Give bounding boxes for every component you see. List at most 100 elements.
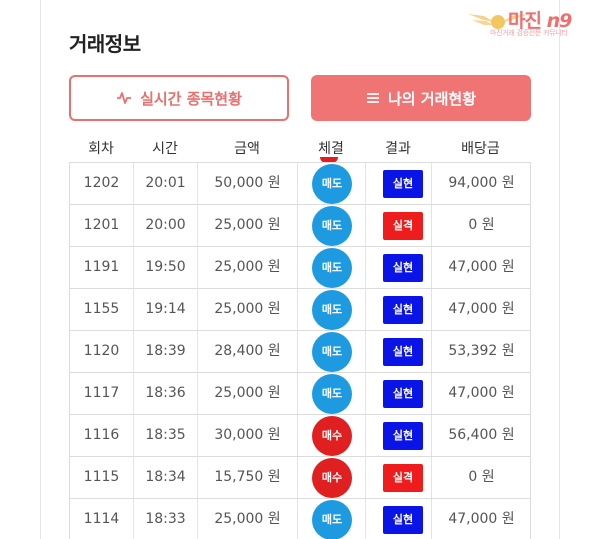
time-cell: 18:35 xyxy=(134,415,198,456)
trade-cell: 매도 xyxy=(298,163,366,204)
result-cell: 실현 xyxy=(366,415,432,456)
table-row[interactable]: 1115 18:34 15,750 원 매수 실격 0 원 xyxy=(69,457,531,499)
amount-cell: 50,000 원 xyxy=(198,163,298,204)
trade-cell: 매도 xyxy=(298,289,366,330)
trade-table: 1202 20:01 50,000 원 매도 실현 94,000 원 1201 20:00 25… xyxy=(69,162,531,539)
result-cell: 실현 xyxy=(366,373,432,414)
logo-subtitle: 마진거래 검증전문 커뮤니티 xyxy=(490,29,568,37)
header-payout: 배당금 xyxy=(461,141,500,157)
time-cell: 18:36 xyxy=(134,373,198,414)
result-badge: 실현 xyxy=(383,506,423,534)
round-cell: 1201 xyxy=(70,205,134,246)
payout-cell: 47,000 원 xyxy=(448,385,515,401)
amount-cell: 25,000 원 xyxy=(198,205,298,246)
trade-cell: 매수 xyxy=(298,457,366,498)
time-cell: 20:01 xyxy=(134,163,198,204)
trade-cell: 매도 xyxy=(298,331,366,372)
result-cell: 실현 xyxy=(366,163,432,204)
payout-cell: 53,392 원 xyxy=(448,343,515,359)
round-cell: 1115 xyxy=(70,457,134,498)
table-row[interactable]: 1202 20:01 50,000 원 매도 실현 94,000 원 xyxy=(69,163,531,205)
table-row[interactable]: 1114 18:33 25,000 원 매도 실현 47,000 원 xyxy=(69,499,531,539)
time-cell: 19:14 xyxy=(134,289,198,330)
logo-text: 마진 n9 xyxy=(508,10,572,32)
result-cell: 실현 xyxy=(366,247,432,288)
page-title: 거래정보 xyxy=(69,32,141,56)
payout-cell: 94,000 원 xyxy=(448,175,515,191)
result-cell: 실격 xyxy=(366,457,432,498)
result-badge: 실현 xyxy=(383,338,423,366)
trade-badge: 매수 xyxy=(312,458,352,498)
table-row[interactable]: 1116 18:35 30,000 원 매수 실현 56,400 원 xyxy=(69,415,531,457)
time-cell: 20:00 xyxy=(134,205,198,246)
trade-cell: 매도 xyxy=(298,247,366,288)
result-badge: 실현 xyxy=(383,296,423,324)
round-cell: 1155 xyxy=(70,289,134,330)
trade-cell: 매도 xyxy=(298,205,366,246)
amount-cell: 15,750 원 xyxy=(198,457,298,498)
table-row[interactable]: 1191 19:50 25,000 원 매도 실현 47,000 원 xyxy=(69,247,531,289)
time-cell: 18:34 xyxy=(134,457,198,498)
card-border-left xyxy=(40,0,41,539)
trade-badge: 매도 xyxy=(312,206,352,246)
result-cell: 실격 xyxy=(366,205,432,246)
payout-cell: 0 원 xyxy=(468,217,495,233)
realtime-status-label: 실시간 종목현황 xyxy=(140,89,242,108)
trade-badge: 매수 xyxy=(312,416,352,456)
table-row[interactable]: 1120 18:39 28,400 원 매도 실현 53,392 원 xyxy=(69,331,531,373)
trade-cell: 매도 xyxy=(298,499,366,539)
amount-cell: 28,400 원 xyxy=(198,331,298,372)
trade-badge: 매도 xyxy=(312,290,352,330)
result-cell: 실현 xyxy=(366,331,432,372)
payout-cell: 0 원 xyxy=(468,469,495,485)
table-header: 회차 시간 금액 체결 결과 배당금 xyxy=(69,136,531,162)
time-cell: 18:33 xyxy=(134,499,198,539)
amount-cell: 25,000 원 xyxy=(198,373,298,414)
result-badge: 실현 xyxy=(383,422,423,450)
round-cell: 1114 xyxy=(70,499,134,539)
trade-cell: 매도 xyxy=(298,373,366,414)
round-cell: 1191 xyxy=(70,247,134,288)
payout-cell: 56,400 원 xyxy=(448,427,515,443)
header-trade: 체결 xyxy=(318,141,344,157)
card-border-right xyxy=(559,0,560,539)
trade-badge: 매도 xyxy=(312,332,352,372)
trade-cell: 매수 xyxy=(298,415,366,456)
header-round: 회차 xyxy=(88,141,114,157)
amount-cell: 25,000 원 xyxy=(198,247,298,288)
time-cell: 19:50 xyxy=(134,247,198,288)
trade-badge: 매도 xyxy=(312,164,352,204)
pulse-icon xyxy=(116,91,132,105)
round-cell: 1116 xyxy=(70,415,134,456)
time-cell: 18:39 xyxy=(134,331,198,372)
table-row[interactable]: 1201 20:00 25,000 원 매도 실격 0 원 xyxy=(69,205,531,247)
my-trades-button[interactable]: 나의 거래현황 xyxy=(311,75,531,121)
my-trades-label: 나의 거래현황 xyxy=(387,89,477,108)
result-badge: 실현 xyxy=(383,254,423,282)
amount-cell: 30,000 원 xyxy=(198,415,298,456)
table-row[interactable]: 1117 18:36 25,000 원 매도 실현 47,000 원 xyxy=(69,373,531,415)
round-cell: 1120 xyxy=(70,331,134,372)
trade-badge: 매도 xyxy=(312,248,352,288)
payout-cell: 47,000 원 xyxy=(448,301,515,317)
table-row[interactable]: 1155 19:14 25,000 원 매도 실현 47,000 원 xyxy=(69,289,531,331)
header-result: 결과 xyxy=(385,141,411,157)
result-badge: 실격 xyxy=(383,464,423,492)
round-cell: 1202 xyxy=(70,163,134,204)
result-badge: 실현 xyxy=(383,170,423,198)
amount-cell: 25,000 원 xyxy=(198,289,298,330)
logo-wings-icon xyxy=(468,14,528,29)
payout-cell: 47,000 원 xyxy=(448,259,515,275)
round-cell: 1117 xyxy=(70,373,134,414)
payout-cell: 47,000 원 xyxy=(448,511,515,527)
header-amount: 금액 xyxy=(234,141,260,157)
list-icon xyxy=(366,92,380,104)
result-badge: 실현 xyxy=(383,380,423,408)
header-time: 시간 xyxy=(152,141,178,157)
indicator-dot xyxy=(320,157,338,163)
amount-cell: 25,000 원 xyxy=(198,499,298,539)
result-cell: 실현 xyxy=(366,499,432,539)
result-badge: 실격 xyxy=(383,212,423,240)
realtime-status-button[interactable]: 실시간 종목현황 xyxy=(69,75,289,121)
trade-badge: 매도 xyxy=(312,500,352,539)
